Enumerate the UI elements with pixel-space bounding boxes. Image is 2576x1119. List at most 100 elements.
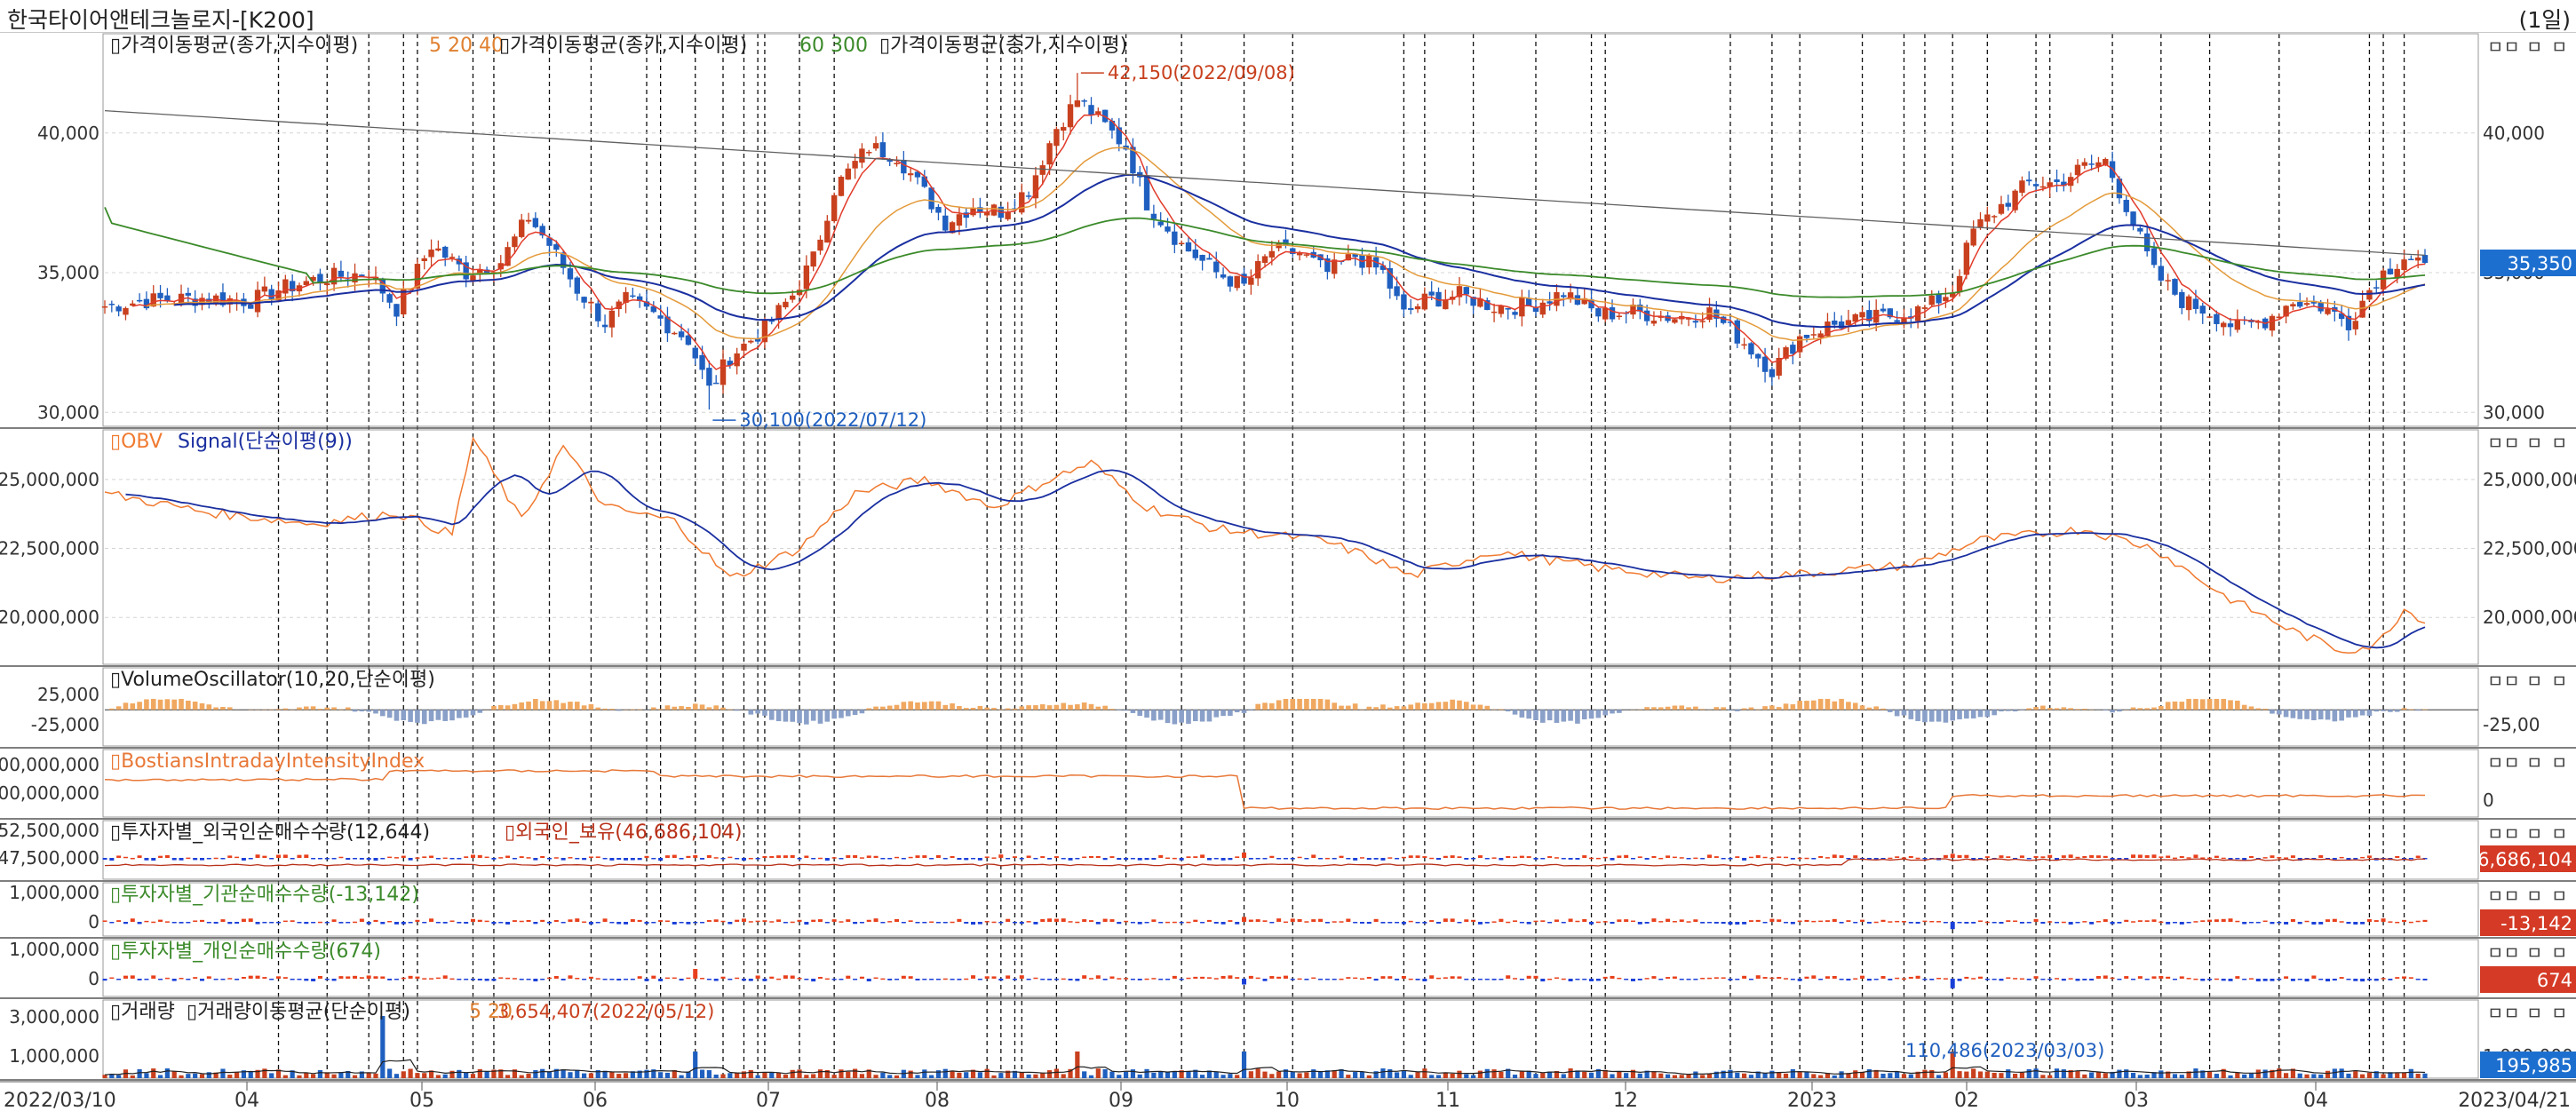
foreign-bar (1526, 856, 1531, 858)
individual-bar (429, 978, 434, 980)
institution-bar (1422, 922, 1427, 924)
foreign-bar (908, 856, 913, 859)
individual-bar (2172, 979, 2177, 980)
candle-body (108, 304, 115, 306)
volume-bar (1165, 1072, 1171, 1078)
vo-bar (2388, 710, 2393, 712)
individual-bar (2360, 979, 2365, 982)
volume-bar (1693, 1071, 1698, 1078)
candle-body (727, 361, 734, 366)
candle-body (1887, 308, 1894, 318)
candle-body (2123, 200, 2129, 212)
individual-bar (1784, 978, 1789, 980)
candle-body (1796, 336, 1803, 353)
panel-control-button[interactable]: ㅁ (2526, 823, 2542, 845)
panel-control-button[interactable]: ㅁ (2551, 433, 2567, 454)
institution-bar (1186, 921, 1191, 924)
volume-bar (783, 1075, 788, 1078)
volume-bar (1547, 1071, 1553, 1078)
vo-bar (1804, 701, 1809, 710)
panel-control-button[interactable]: ㅁㅁ (2487, 752, 2520, 774)
panel-control-button[interactable]: ㅁ (2551, 36, 2567, 58)
candle-body (2081, 162, 2088, 166)
panel-control-button[interactable]: ㅁㅁ (2487, 1003, 2520, 1024)
individual-bar (1276, 976, 1282, 979)
obv-ytick-label-right: 22,500,000 (2483, 538, 2576, 560)
individual-bar (942, 978, 948, 980)
foreign-bar (1873, 858, 1879, 860)
panel-control-button[interactable]: ㅁㅁ (2487, 36, 2520, 58)
individual-bar (2151, 976, 2157, 979)
individual-bar (2207, 979, 2213, 980)
individual-bar (193, 977, 198, 979)
volume-bar (1915, 1071, 1920, 1078)
candle-body (421, 258, 427, 262)
volume-bar (1026, 1074, 1031, 1078)
vo-bar (1012, 708, 1018, 710)
panel-control-button[interactable]: ㅁ (2526, 36, 2542, 58)
foreign-bar (1589, 857, 1594, 860)
volume-bar (540, 1068, 545, 1078)
panel-control-button[interactable]: ㅁ (2526, 1003, 2542, 1024)
volume-bar (894, 1075, 900, 1078)
volume-bar (1713, 1071, 1719, 1078)
candle-body (1963, 242, 1970, 275)
panel-control-button[interactable]: ㅁ (2551, 671, 2567, 692)
individual-bar (1992, 979, 1997, 980)
individual-bar (1144, 978, 1149, 980)
individual-bar (977, 979, 982, 980)
institution-bar (1866, 922, 1872, 924)
panel-control-button[interactable]: ㅁ (2551, 1003, 2567, 1024)
individual-bar (2290, 979, 2295, 981)
volume-bar (2290, 1068, 2296, 1078)
obv-signal-line (125, 469, 2426, 649)
foreign-bar (1429, 857, 1435, 860)
long-term-ma-line (104, 109, 2426, 257)
panel-control-button[interactable]: ㅁ (2526, 942, 2542, 964)
panel-control-button[interactable]: ㅁ (2551, 823, 2567, 845)
panel-control-button[interactable]: ㅁ (2551, 942, 2567, 964)
panel-control-button[interactable]: ㅁㅁ (2487, 885, 2520, 907)
volume-bar (1901, 1074, 1907, 1078)
panel-control-button[interactable]: ㅁ (2526, 671, 2542, 692)
institution-bar (1213, 922, 1219, 924)
foreign-bar (346, 858, 351, 861)
individual-bar (227, 978, 233, 980)
institution-bar (1554, 919, 1559, 922)
foreign-bar (1179, 858, 1184, 861)
foreign-bar (1602, 856, 1608, 859)
vo-ytick-label-right: -25,00 (2483, 714, 2540, 735)
panel-control-button[interactable]: ㅁ (2526, 752, 2542, 774)
individual-bar (282, 977, 288, 979)
panel-control-button[interactable]: ㅁㅁ (2487, 433, 2520, 454)
individual-bar (1235, 977, 1240, 979)
institution-bar (2270, 922, 2275, 925)
vo-bar (1588, 710, 1594, 719)
panel-control-button[interactable]: ㅁ (2526, 433, 2542, 454)
volume-bar (1602, 1069, 1608, 1078)
panel-control-button[interactable]: ㅁ (2551, 752, 2567, 774)
institution-bar (616, 922, 622, 925)
panel-control-button[interactable]: ㅁ (2551, 885, 2567, 907)
foreign-bar (1297, 856, 1302, 859)
period-label[interactable]: (1일) (2518, 7, 2571, 33)
individual-bar (1832, 975, 1837, 979)
volume-bar (179, 1075, 184, 1078)
panel-control-button[interactable]: ㅁㅁ (2487, 942, 2520, 964)
panel-control-button[interactable]: ㅁㅁ (2487, 823, 2520, 845)
panel-control-button[interactable]: ㅁ (2526, 885, 2542, 907)
foreign-bar (1651, 855, 1657, 858)
institution-bar (2248, 922, 2254, 924)
panel-control-button[interactable]: ㅁㅁ (2487, 671, 2520, 692)
institution-bar (693, 922, 698, 924)
individual-bar (171, 979, 177, 981)
